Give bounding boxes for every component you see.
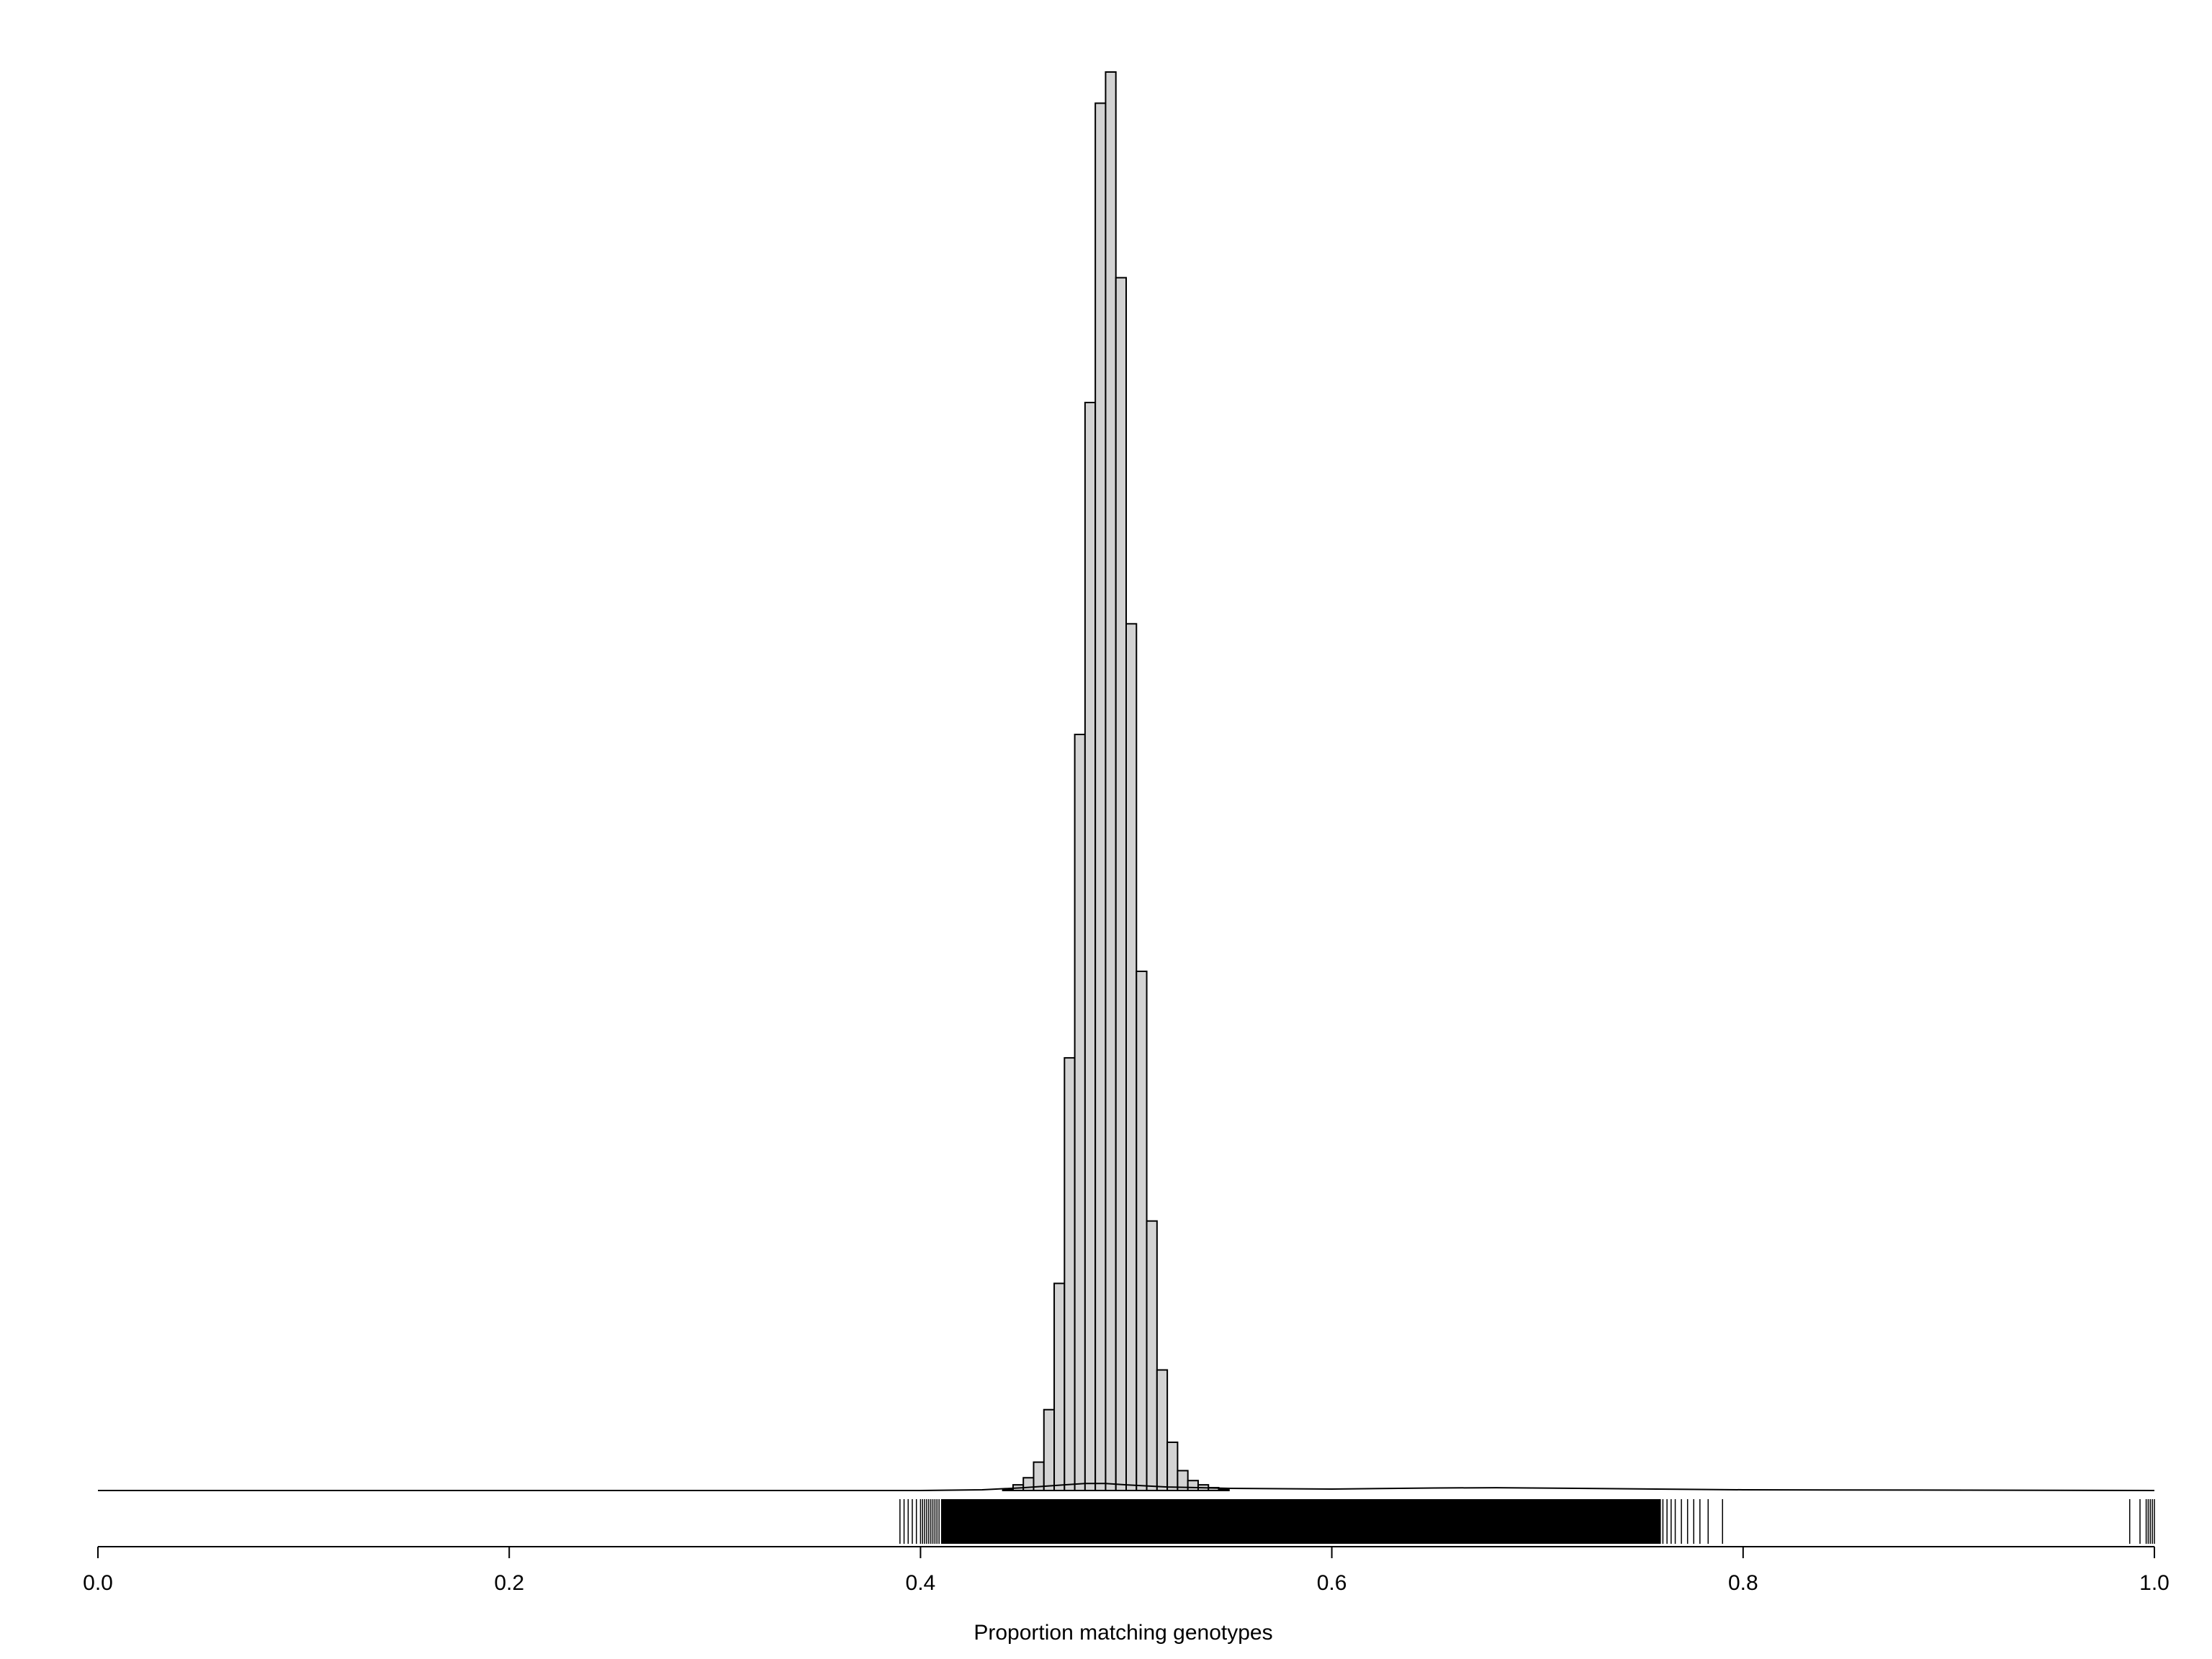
histogram-bar xyxy=(1156,1369,1169,1492)
histogram-bar xyxy=(1136,970,1148,1491)
density-curve xyxy=(98,1483,2155,1491)
x-tick-label: 0.6 xyxy=(1317,1571,1347,1595)
rug-plot xyxy=(899,1499,2155,1544)
x-tick-label: 1.0 xyxy=(2139,1571,2170,1595)
histogram-bars xyxy=(1002,71,1230,1492)
x-tick-label: 0.0 xyxy=(83,1571,113,1595)
histogram-bar xyxy=(1094,102,1107,1492)
x-tick-label: 0.8 xyxy=(1728,1571,1758,1595)
histogram-bar xyxy=(1187,1480,1199,1491)
histogram-bar xyxy=(1074,733,1086,1491)
histogram-bar xyxy=(1105,71,1117,1491)
histogram-bar xyxy=(1125,623,1138,1492)
histogram-bar xyxy=(1218,1488,1230,1492)
x-tick-label: 0.4 xyxy=(906,1571,936,1595)
rug-dense-block xyxy=(940,1499,1661,1544)
histogram-bar xyxy=(1166,1442,1179,1492)
histogram-bar xyxy=(1115,276,1127,1491)
x-tick-label: 0.2 xyxy=(494,1571,524,1595)
histogram-bar xyxy=(1022,1477,1035,1492)
x-axis-label: Proportion matching genotypes xyxy=(974,1621,1272,1645)
histogram-bar xyxy=(1084,402,1097,1491)
histogram-bar xyxy=(1146,1220,1158,1491)
x-axis-ticks: 0.0 0.2 0.4 0.6 0.8 1.0 xyxy=(83,1547,2170,1595)
histogram-bar xyxy=(1053,1282,1066,1491)
histogram-bar xyxy=(1043,1408,1056,1491)
histogram-bar xyxy=(1064,1057,1076,1491)
